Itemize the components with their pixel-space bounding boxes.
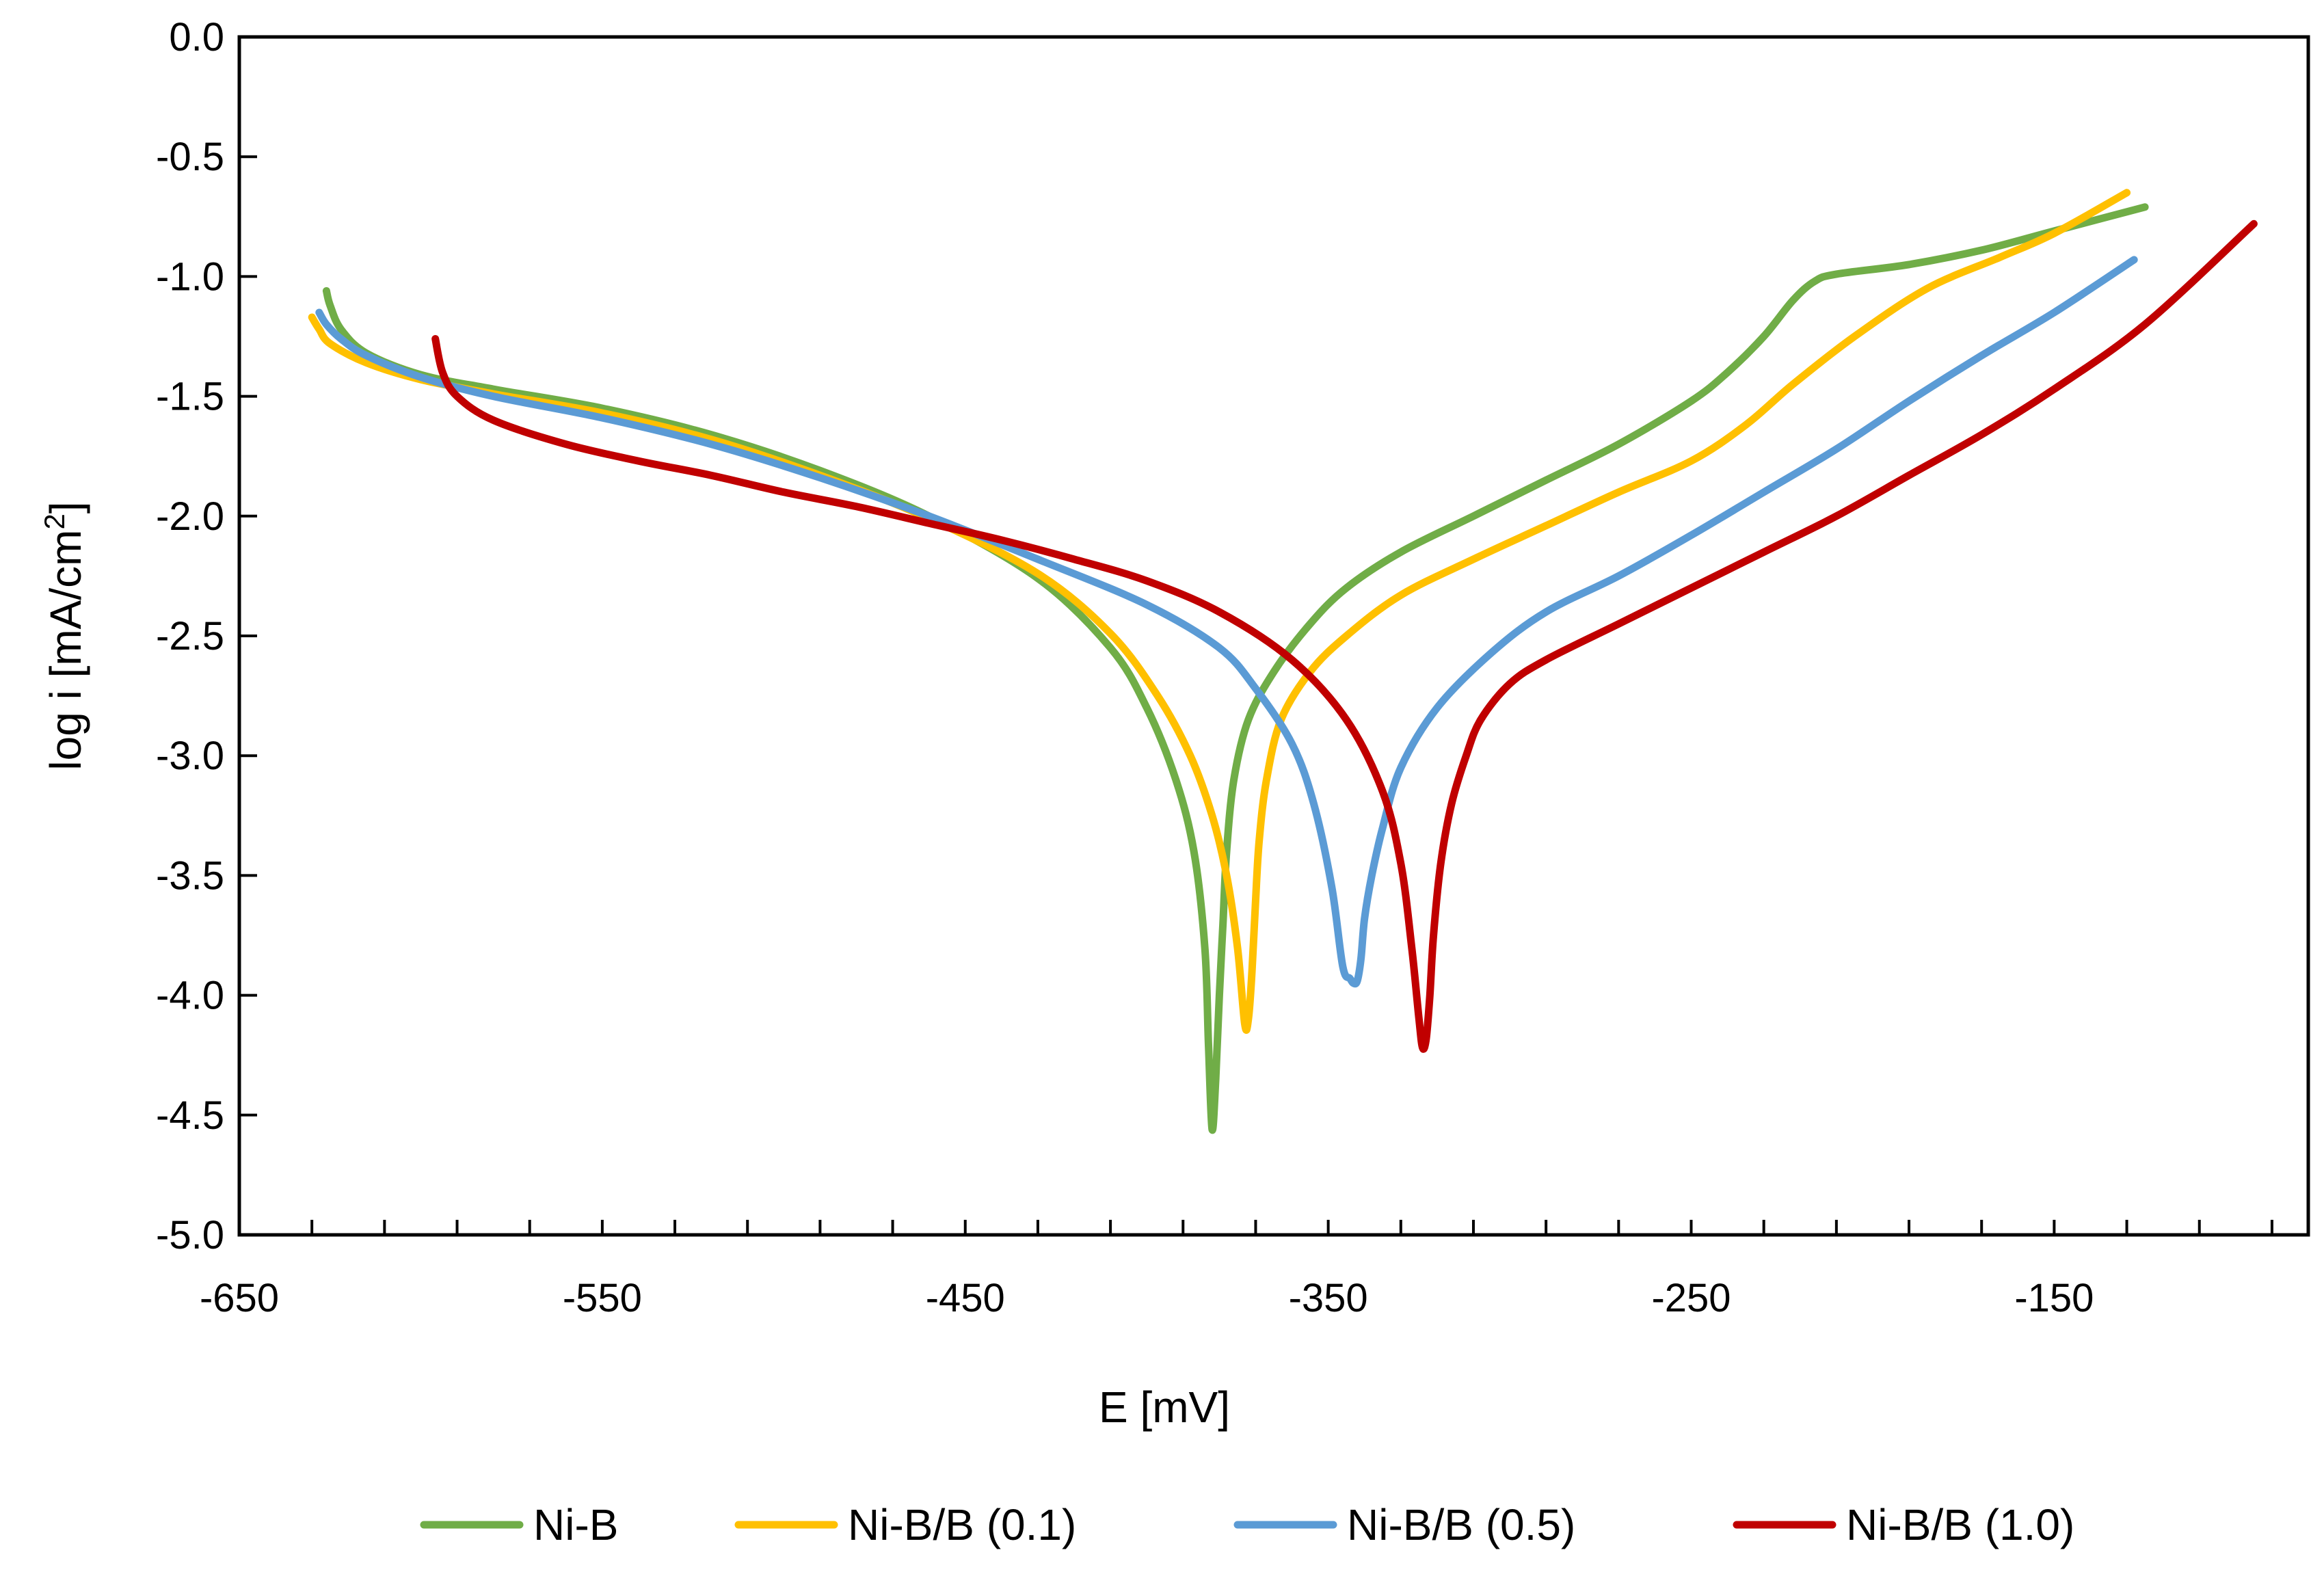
y-tick-label: -5.0	[156, 1213, 224, 1257]
x-axis-title: E [mV]	[1099, 1383, 1230, 1432]
x-axis: -650 -550 -450 -350 -250 -150	[200, 1220, 2273, 1320]
legend-label: Ni-B/B (0.1)	[848, 1500, 1076, 1549]
legend-label: Ni-B/B (1.0)	[1846, 1500, 2074, 1549]
series-line-3	[315, 256, 2138, 988]
x-tick-label: -450	[926, 1276, 1005, 1320]
plot-frame	[237, 35, 2310, 1237]
legend-label: Ni-B/B (0.5)	[1347, 1500, 1575, 1549]
y-axis: 0.0 -0.5 -1.0 -1.5 -2.0 -2.5 -3.0 -3.5 -4.0 -4.5 -…	[156, 15, 257, 1257]
y-axis-title: log i [mA/cm2]	[38, 501, 90, 770]
series-line-2	[308, 189, 2131, 1035]
legend-label: Ni-B	[533, 1500, 618, 1549]
series-line-4	[431, 219, 2258, 1053]
series-layer	[308, 189, 2258, 1134]
series-line-1	[322, 203, 2149, 1134]
x-tick-label: -150	[2014, 1276, 2094, 1320]
y-tick-label: -0.5	[156, 135, 224, 179]
y-tick-label: 0.0	[169, 15, 224, 59]
y-tick-label: -1.0	[156, 254, 224, 299]
y-tick-label: -2.5	[156, 614, 224, 658]
legend: Ni-B Ni-B/B (0.1) Ni-B/B (0.5) Ni-B/B (1.0)	[420, 1500, 2074, 1549]
x-tick-label: -350	[1289, 1276, 1368, 1320]
y-tick-label: -4.5	[156, 1093, 224, 1138]
y-tick-label: -2.0	[156, 494, 224, 539]
x-tick-label: -250	[1651, 1276, 1731, 1320]
x-tick-label: -650	[200, 1276, 279, 1320]
x-tick-label: -550	[563, 1276, 642, 1320]
y-tick-label: -1.5	[156, 375, 224, 419]
y-tick-label: -3.5	[156, 853, 224, 898]
y-tick-label: -4.0	[156, 974, 224, 1018]
y-tick-label: -3.0	[156, 734, 224, 778]
